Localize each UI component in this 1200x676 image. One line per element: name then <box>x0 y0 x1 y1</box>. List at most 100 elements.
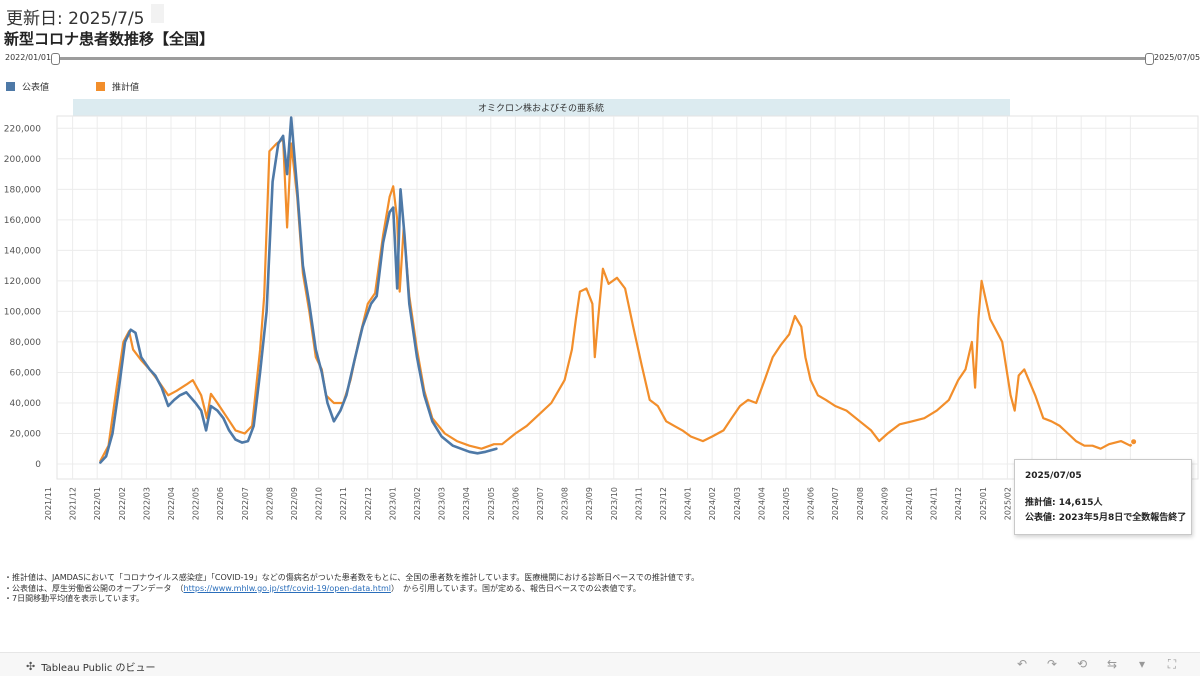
y-tick-label: 120,000 <box>4 277 41 287</box>
x-tick-label: 2022/08 <box>265 487 274 520</box>
plot-frame <box>56 115 1199 480</box>
x-tick-label: 2024/12 <box>954 487 963 520</box>
x-tick-label: 2022/07 <box>241 487 250 520</box>
tableau-logo-icon: ✣ <box>26 660 36 673</box>
x-tick-label: 2022/02 <box>118 487 127 520</box>
slider-start-label: 2022/01/01 <box>5 53 52 62</box>
note-moving-average: ・7日間移動平均値を表示しています。 <box>4 594 145 603</box>
open-data-link[interactable]: https://www.mhlw.go.jp/stf/covid-19/open… <box>183 583 391 593</box>
x-tick-label: 2022/04 <box>167 487 176 520</box>
y-tick-label: 100,000 <box>4 307 41 317</box>
toolbar: ↶ ↷ ⟲ ⇆ ▾ ⛶ <box>1014 657 1180 672</box>
revert-icon[interactable]: ⟲ <box>1076 657 1088 671</box>
x-tick-label: 2023/07 <box>536 487 545 520</box>
y-tick-label: 220,000 <box>4 124 41 134</box>
y-tick-label: 0 <box>35 460 41 470</box>
variant-band-label: オミクロン株およびその亜系統 <box>478 102 604 114</box>
note-official-pre: ・公表値は、厚生労働省公開のオープンデータ （ <box>4 583 184 593</box>
legend-swatch-official <box>6 82 15 91</box>
slider-track[interactable] <box>51 57 1149 60</box>
x-tick-label: 2023/06 <box>511 487 520 520</box>
updated-filler <box>151 4 164 23</box>
x-axis: 2021/11 2021/12 2022/01 2022/02 2022/03 2022/… <box>44 487 1135 520</box>
y-tick-label: 40,000 <box>10 399 42 409</box>
undo-icon[interactable]: ↶ <box>1016 657 1028 671</box>
x-tick-label: 2024/04 <box>757 487 766 520</box>
x-tick-label: 2025/02 <box>1003 487 1012 520</box>
legend-label-official: 公表値 <box>22 83 50 93</box>
x-tick-label: 2022/06 <box>216 487 225 520</box>
y-tick-label: 180,000 <box>4 185 41 195</box>
legend-item-estimate[interactable]: 推計値 <box>96 80 139 93</box>
x-tick-label: 2023/09 <box>585 487 594 520</box>
tooltip-official: 公表値: 2023年5月8日で全数報告終了 <box>1025 513 1187 523</box>
x-tick-label: 2024/10 <box>905 487 914 520</box>
x-tick-label: 2024/05 <box>782 487 791 520</box>
y-tick-label: 160,000 <box>4 216 41 226</box>
slider-end-label: 2025/07/05 <box>1154 53 1200 62</box>
series <box>99 116 1138 464</box>
x-tick-label: 2023/02 <box>413 487 422 520</box>
tableau-brand-label: Tableau Public のビュー <box>41 663 156 674</box>
x-tick-label: 2023/03 <box>438 487 447 520</box>
x-tick-label: 2023/10 <box>610 487 619 520</box>
footnotes: ・推計値は、JAMDASにおいて「コロナウイルス感染症」「COVID-19」など… <box>4 573 699 605</box>
redo-icon[interactable]: ↷ <box>1046 657 1058 671</box>
x-tick-label: 2024/02 <box>708 487 717 520</box>
tableau-footer: ✣ Tableau Public のビュー ↶ ↷ ⟲ ⇆ ▾ ⛶ <box>0 652 1200 676</box>
x-tick-label: 2022/05 <box>192 487 201 520</box>
y-tick-label: 140,000 <box>4 246 41 256</box>
variant-band <box>73 99 1010 116</box>
line-chart[interactable]: オミクロン株およびその亜系統 0 20,000 40,000 60,000 80,000… <box>0 95 1200 525</box>
slider-end-handle[interactable] <box>1145 53 1154 65</box>
tooltip-date: 2025/07/05 <box>1025 471 1082 481</box>
x-tick-label: 2024/07 <box>831 487 840 520</box>
legend-label-estimate: 推計値 <box>112 83 140 93</box>
page-title: 新型コロナ患者数推移【全国】 <box>4 30 215 48</box>
x-tick-label: 2023/08 <box>561 487 570 520</box>
tooltip-estimate: 推計値: 14,615人 <box>1025 498 1103 508</box>
share-icon[interactable]: ⇆ <box>1106 657 1118 671</box>
x-tick-label: 2023/11 <box>634 487 643 520</box>
note-estimate: ・推計値は、JAMDASにおいて「コロナウイルス感染症」「COVID-19」など… <box>4 573 700 582</box>
x-tick-label: 2021/11 <box>44 487 53 520</box>
series-line-estimate[interactable] <box>99 137 1135 462</box>
y-tick-label: 20,000 <box>10 429 42 439</box>
x-tick-label: 2024/08 <box>856 487 865 520</box>
updated-date: 更新日: 2025/7/5 <box>6 9 145 29</box>
x-tick-label: 2024/09 <box>880 487 889 520</box>
note-official: ・公表値は、厚生労働省公開のオープンデータ （https://www.mhlw.… <box>4 584 699 595</box>
x-tick-label: 2022/03 <box>142 487 151 520</box>
x-tick-label: 2024/01 <box>684 487 693 520</box>
y-axis: 0 20,000 40,000 60,000 80,000 100,000 120,000 1… <box>4 124 41 470</box>
x-tick-label: 2022/10 <box>315 487 324 520</box>
y-tick-label: 80,000 <box>10 338 42 348</box>
x-tick-label: 2024/06 <box>807 487 816 520</box>
x-tick-label: 2022/01 <box>93 487 102 520</box>
hover-point-marker[interactable] <box>1130 438 1138 446</box>
legend-swatch-estimate <box>96 82 105 91</box>
date-range-slider[interactable]: 2022/01/01 2025/07/05 <box>0 50 1200 68</box>
x-tick-label: 2022/11 <box>339 487 348 520</box>
x-tick-label: 2023/04 <box>462 487 471 520</box>
dropdown-icon[interactable]: ▾ <box>1138 657 1146 671</box>
x-tick-label: 2022/12 <box>364 487 373 520</box>
x-tick-label: 2022/09 <box>290 487 299 520</box>
note-official-post: ） から引用しています。国が定める、報告日ベースでの公表値です。 <box>391 583 641 593</box>
x-tick-label: 2024/11 <box>930 487 939 520</box>
x-tick-label: 2025/01 <box>979 487 988 520</box>
tooltip: 2025/07/05 推計値: 14,615人 公表値: 2023年5月8日で全… <box>1014 459 1192 535</box>
x-tick-label: 2021/12 <box>69 487 78 520</box>
series-line-official[interactable] <box>99 116 498 464</box>
x-tick-label: 2024/03 <box>733 487 742 520</box>
grid <box>56 115 1199 480</box>
x-tick-label: 2023/12 <box>659 487 668 520</box>
y-tick-label: 200,000 <box>4 155 41 165</box>
x-tick-label: 2023/05 <box>487 487 496 520</box>
x-tick-label: 2023/01 <box>388 487 397 520</box>
slider-start-handle[interactable] <box>51 53 60 65</box>
legend-item-official[interactable]: 公表値 <box>6 80 49 93</box>
fullscreen-icon[interactable]: ⛶ <box>1167 657 1177 671</box>
y-tick-label: 60,000 <box>10 368 42 378</box>
tableau-brand[interactable]: ✣ Tableau Public のビュー <box>26 659 156 674</box>
